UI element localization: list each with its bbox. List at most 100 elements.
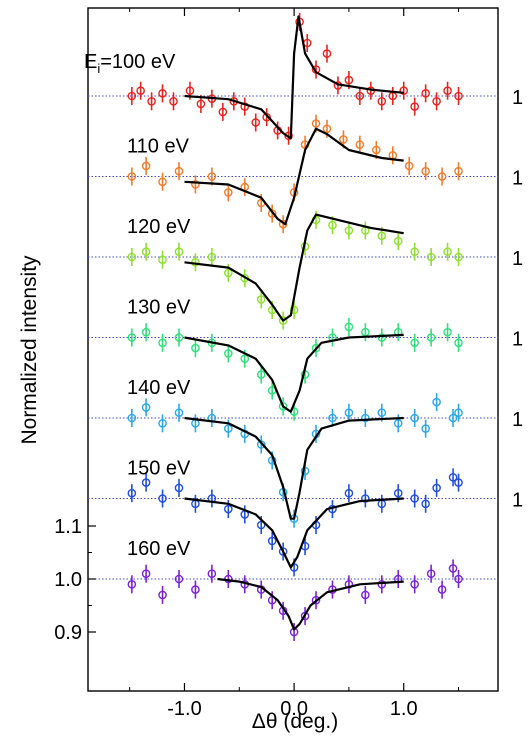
- data-point: [344, 488, 354, 498]
- data-point: [426, 252, 436, 262]
- data-point: [256, 295, 266, 304]
- data-point: [393, 236, 403, 246]
- data-point: [141, 161, 151, 171]
- series-group: [127, 317, 463, 421]
- data-point: [448, 564, 458, 573]
- data-point: [158, 338, 167, 348]
- data-point: [141, 247, 151, 256]
- data-point: [361, 413, 370, 423]
- data-point: [410, 247, 419, 256]
- data-point: [404, 161, 414, 171]
- data-point: [267, 209, 277, 218]
- data-point: [127, 580, 137, 589]
- data-point: [448, 472, 458, 482]
- series-label: 150 eV: [127, 458, 191, 480]
- data-point: [185, 86, 195, 95]
- data-point: [322, 124, 332, 134]
- data-point: [328, 220, 337, 230]
- data-point: [174, 247, 184, 256]
- data-point: [191, 585, 200, 594]
- x-axis-label: Δθ (deg.): [252, 710, 338, 733]
- series-group: [127, 468, 463, 577]
- data-point: [158, 255, 167, 264]
- data-point: [410, 338, 419, 348]
- data-point: [377, 580, 387, 589]
- data-point: [278, 402, 288, 411]
- data-point: [437, 585, 447, 594]
- data-point: [377, 97, 387, 106]
- x-tick-label: 0.0: [280, 698, 308, 720]
- series-label: 120 eV: [127, 216, 191, 238]
- data-point: [421, 89, 430, 98]
- y-axis-label: Normalized intensity: [18, 255, 41, 445]
- data-point: [344, 408, 354, 418]
- data-point: [454, 574, 463, 584]
- series-label: 110 eV: [127, 136, 190, 158]
- data-point: [158, 494, 167, 503]
- data-point: [421, 499, 430, 509]
- fit-curve: [184, 15, 404, 140]
- data-point: [410, 580, 419, 589]
- data-point: [158, 418, 167, 428]
- data-point: [224, 504, 233, 514]
- data-point: [289, 305, 299, 315]
- data-point: [393, 488, 403, 498]
- data-point: [256, 370, 266, 379]
- data-point: [377, 408, 387, 418]
- data-point: [311, 343, 321, 353]
- data-point: [207, 172, 217, 181]
- data-point: [432, 97, 441, 106]
- data-point: [421, 166, 430, 176]
- data-point: [437, 172, 447, 181]
- data-point: [278, 547, 288, 556]
- data-point: [328, 413, 337, 423]
- data-point: [127, 333, 137, 342]
- plot-frame: [87, 7, 499, 692]
- baseline-value-label: 1: [512, 168, 523, 190]
- data-point: [174, 574, 184, 584]
- data-point: [443, 327, 452, 337]
- data-point: [218, 107, 228, 117]
- series-group: [127, 210, 463, 330]
- data-point: [174, 483, 184, 493]
- baseline-value-label: 1: [512, 248, 523, 270]
- data-point: [426, 333, 436, 342]
- series-group: [127, 12, 463, 145]
- data-point: [141, 478, 151, 487]
- fit-curve: [184, 213, 404, 322]
- data-point: [443, 247, 452, 256]
- baseline-value-label: 1: [512, 409, 523, 431]
- data-point: [251, 118, 261, 127]
- data-point: [127, 488, 137, 498]
- data-point: [256, 440, 266, 449]
- data-point: [421, 424, 430, 433]
- data-point: [410, 494, 419, 503]
- data-point: [141, 327, 151, 337]
- data-point: [262, 112, 271, 122]
- data-point: [361, 590, 370, 600]
- data-point: [322, 49, 332, 58]
- fit-curve: [184, 497, 404, 569]
- series-group: [127, 114, 463, 234]
- data-point: [344, 322, 354, 332]
- fit-curve: [184, 333, 404, 413]
- data-point: [410, 413, 419, 423]
- x-tick-label: 1.0: [390, 698, 418, 720]
- data-point: [191, 343, 200, 353]
- series-label: Ei=100 eV: [84, 51, 176, 76]
- y-tick-label: 0.9: [54, 622, 82, 644]
- data-point: [158, 177, 167, 187]
- data-point: [311, 119, 321, 128]
- data-point: [454, 252, 463, 262]
- data-point: [426, 569, 436, 579]
- data-point: [136, 86, 145, 95]
- data-point: [127, 252, 137, 262]
- data-point: [399, 86, 409, 95]
- data-point: [278, 316, 288, 325]
- data-point: [127, 413, 137, 423]
- data-point: [355, 91, 365, 101]
- data-point: [454, 338, 463, 348]
- data-point: [174, 408, 184, 418]
- data-point: [127, 172, 137, 181]
